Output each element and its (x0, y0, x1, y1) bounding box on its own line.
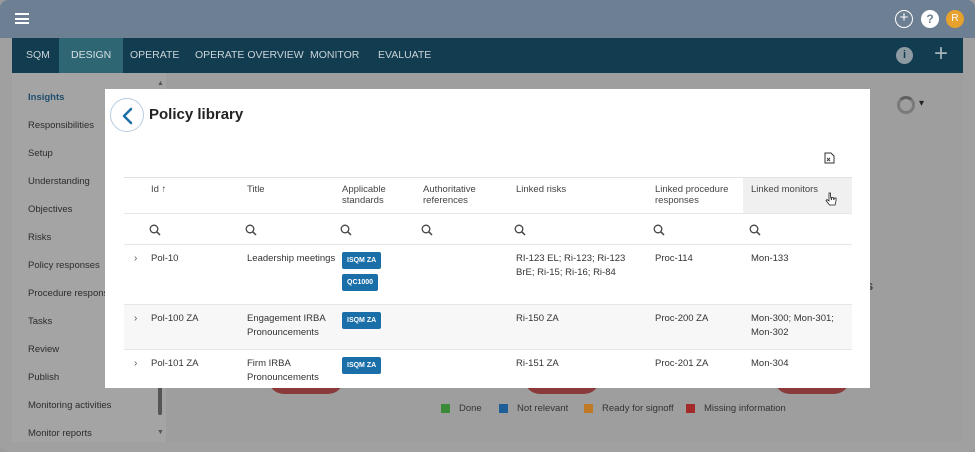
cell-title: Firm IRBA Pronouncements (247, 358, 319, 383)
tab-monitor[interactable]: MONITOR (310, 49, 360, 61)
add-icon[interactable]: + (934, 40, 949, 67)
sidebar-item-monitoring-activities[interactable]: Monitoring activities (28, 400, 112, 411)
legend-label: Missing information (704, 403, 786, 414)
chevron-right-icon[interactable]: › (134, 358, 138, 369)
standard-badge: ISQM ZA (342, 312, 382, 329)
sidebar-item-setup[interactable]: Setup (28, 148, 53, 159)
search-icon[interactable] (514, 224, 526, 236)
column-header-id[interactable]: Id ↑ (151, 184, 167, 195)
sidebar-item-responsibilities[interactable]: Responsibilities (28, 120, 95, 131)
back-button[interactable] (110, 98, 144, 132)
cell-linked-procedures: Proc-114 (655, 253, 693, 264)
cell-id: Pol-100 ZA (151, 313, 199, 324)
chevron-right-icon[interactable]: › (134, 253, 138, 264)
cell-linked-risks: Ri-151 ZA (516, 358, 559, 369)
question-icon[interactable]: ? (921, 10, 939, 28)
legend-label: Done (459, 403, 482, 414)
search-icon[interactable] (340, 224, 352, 236)
tab-evaluate[interactable]: EVALUATE (378, 49, 432, 61)
cell-linked-monitors: Mon-133 (751, 253, 789, 264)
policy-table: Id ↑ Title Applicable standards Authorit… (124, 177, 852, 388)
legend-swatch (499, 404, 508, 413)
cell-id: Pol-10 (151, 253, 179, 264)
top-bar: + ? R (0, 0, 975, 38)
standard-badge: QC1000 (342, 274, 379, 291)
search-icon[interactable] (245, 224, 257, 236)
scroll-up-icon[interactable]: ▲ (157, 80, 164, 87)
column-header-linked-monitors[interactable]: Linked monitors (751, 184, 819, 195)
sidebar-item-risks[interactable]: Risks (28, 232, 52, 243)
sidebar-item-insights[interactable]: Insights (28, 92, 65, 103)
hamburger-icon[interactable] (15, 13, 29, 24)
legend-swatch (686, 404, 695, 413)
legend-swatch (584, 404, 593, 413)
cell-linked-risks: RI-123 EL; Ri-123; Ri-123 BrE; Ri-15; Ri… (516, 253, 626, 278)
cell-standards: ISQM ZA (342, 312, 382, 334)
search-icon[interactable] (749, 224, 761, 236)
column-hover-highlight (743, 178, 852, 213)
legend-label: Not relevant (517, 403, 569, 414)
plus-circle-icon[interactable]: + (895, 10, 913, 28)
cell-title: Leadership meetings (247, 253, 336, 264)
column-header-applicable-standards[interactable]: Applicable standards (342, 184, 386, 206)
modal-title: Policy library (149, 106, 244, 123)
tab-operate[interactable]: OPERATE (130, 49, 180, 61)
sidebar-item-review[interactable]: Review (28, 344, 60, 355)
sidebar-scrollbar-thumb[interactable] (158, 385, 162, 415)
legend-label: Ready for signoff (602, 403, 674, 414)
tab-sqm[interactable]: SQM (26, 49, 50, 61)
column-header-title[interactable]: Title (247, 184, 265, 195)
sidebar-item-tasks[interactable]: Tasks (28, 316, 53, 327)
table-row[interactable]: › Pol-100 ZA Engagement IRBA Pronounceme… (124, 305, 852, 350)
avatar[interactable]: R (946, 10, 964, 28)
legend-swatch (441, 404, 450, 413)
sidebar-item-policy-responses[interactable]: Policy responses (28, 260, 100, 271)
column-header-authoritative-references[interactable]: Authoritative references (423, 184, 476, 206)
sidebar-item-understanding[interactable]: Understanding (28, 176, 90, 187)
sidebar-item-objectives[interactable]: Objectives (28, 204, 73, 215)
hand-cursor-icon (825, 192, 837, 206)
chevron-down-icon[interactable]: ▾ (919, 98, 925, 109)
filter-row (124, 213, 852, 245)
cell-id: Pol-101 ZA (151, 358, 199, 369)
cell-linked-risks: Ri-150 ZA (516, 313, 559, 324)
column-header-linked-procedure-responses[interactable]: Linked procedure responses (655, 184, 729, 206)
table-row[interactable]: › Pol-101 ZA Firm IRBA Pronouncements IS… (124, 350, 852, 388)
search-icon[interactable] (653, 224, 665, 236)
chevron-left-icon (122, 107, 133, 125)
progress-ring-icon (897, 96, 915, 114)
standard-badge: ISQM ZA (342, 357, 382, 374)
main-nav: SQM DESIGN OPERATE OPERATE OVERVIEW MONI… (12, 38, 963, 73)
search-icon[interactable] (421, 224, 433, 236)
column-header-linked-risks[interactable]: Linked risks (516, 184, 567, 195)
scroll-down-icon[interactable]: ▼ (157, 429, 164, 436)
info-icon[interactable]: i (896, 47, 913, 64)
cell-linked-procedures: Proc-201 ZA (655, 358, 709, 369)
tab-design[interactable]: DESIGN (59, 38, 124, 73)
export-xls-icon[interactable] (824, 152, 835, 164)
cell-title: Engagement IRBA Pronouncements (247, 313, 326, 338)
chevron-right-icon[interactable]: › (134, 313, 138, 324)
standard-badge: ISQM ZA (342, 252, 382, 269)
search-icon[interactable] (149, 224, 161, 236)
table-row[interactable]: › Pol-10 Leadership meetings ISQM ZA QC1… (124, 245, 852, 305)
policy-library-modal: Policy library Id ↑ Title Applicable sta… (105, 89, 870, 388)
cell-standards: ISQM ZA QC1000 (342, 252, 382, 296)
cell-linked-procedures: Proc-200 ZA (655, 313, 709, 324)
tab-operate-overview[interactable]: OPERATE OVERVIEW (195, 49, 304, 61)
sidebar-item-monitor-reports[interactable]: Monitor reports (28, 428, 92, 439)
sidebar-item-publish[interactable]: Publish (28, 372, 60, 383)
sidebar-item-procedure-responses[interactable]: Procedure responses (28, 288, 119, 299)
cell-linked-monitors: Mon-304 (751, 358, 789, 369)
cell-standards: ISQM ZA (342, 357, 382, 379)
cell-linked-monitors: Mon-300; Mon-301; Mon-302 (751, 313, 834, 338)
